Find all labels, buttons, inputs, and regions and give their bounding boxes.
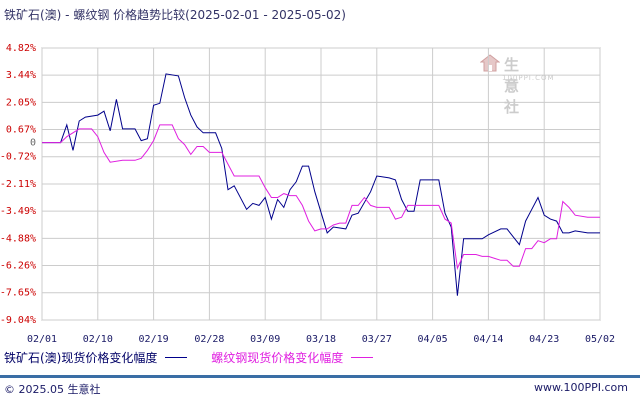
- y-tick-label: 0: [30, 138, 36, 149]
- footer-copyright: © 2025.05 生意社: [4, 383, 101, 396]
- legend-swatch-rebar: [351, 357, 374, 358]
- chart-title: 铁矿石(澳) - 螺纹钢 价格趋势比较(2025-02-01 - 2025-05…: [4, 8, 346, 22]
- watermark-house-icon: [480, 54, 500, 72]
- legend-swatch-iron-ore: [165, 357, 188, 358]
- x-tick-label: 03/18: [306, 334, 336, 345]
- legend: 铁矿石(澳)现货价格变化幅度 螺纹钢现货价格变化幅度: [4, 349, 393, 366]
- grid: [41, 47, 601, 321]
- x-tick-label: 05/02: [585, 334, 615, 345]
- y-tick-label: -9.04%: [0, 315, 36, 326]
- legend-item-iron-ore: 铁矿石(澳)现货价格变化幅度: [4, 349, 188, 366]
- watermark-site: 100PPI.COM: [502, 74, 555, 82]
- y-tick-label: -6.26%: [0, 260, 36, 271]
- x-tick-label: 02/19: [139, 334, 169, 345]
- series-lines: [42, 73, 600, 296]
- footer-divider: [0, 375, 640, 378]
- x-tick-labels: 02/01 02/10 02/19 02/28 03/09 03/18 03/27 04/05…: [27, 334, 615, 345]
- x-tick-label: 04/23: [529, 334, 559, 345]
- y-tick-label: -0.72%: [0, 152, 36, 163]
- footer-site-link[interactable]: www.100PPI.com: [534, 381, 628, 394]
- x-tick-label: 02/28: [194, 334, 224, 345]
- series-line-iron-ore: [42, 73, 600, 296]
- y-tick-label: -4.88%: [0, 233, 36, 244]
- y-tick-label: -2.11%: [0, 179, 36, 190]
- legend-label-rebar: 螺纹钢现货价格变化幅度: [211, 351, 344, 365]
- y-tick-label: -3.49%: [0, 206, 36, 217]
- x-tick-label: 02/10: [83, 334, 113, 345]
- y-tick-label: 3.44%: [6, 70, 36, 81]
- y-tick-label: 2.05%: [6, 97, 36, 108]
- footer: © 2025.05 生意社 www.100PPI.com: [0, 375, 640, 397]
- x-tick-label: 03/09: [250, 334, 280, 345]
- series-line-rebar: [42, 124, 600, 270]
- x-tick-label: 02/01: [27, 334, 57, 345]
- y-tick-label: 0.67%: [6, 124, 36, 135]
- x-tick-label: 04/14: [473, 334, 503, 345]
- x-tick-label: 03/27: [362, 334, 392, 345]
- y-tick-labels: 4.82% 3.44% 2.05% 0.67% 0 -0.72% -2.11% -3.49% -…: [0, 43, 36, 326]
- x-tick-label: 04/05: [418, 334, 448, 345]
- legend-item-rebar: 螺纹钢现货价格变化幅度: [211, 349, 374, 366]
- y-tick-label: -7.65%: [0, 288, 36, 299]
- chart: 4.82% 3.44% 2.05% 0.67% 0 -0.72% -2.11% -3.49% -…: [0, 43, 615, 345]
- y-tick-label: 4.82%: [6, 43, 36, 54]
- legend-label-iron-ore: 铁矿石(澳)现货价格变化幅度: [4, 351, 158, 365]
